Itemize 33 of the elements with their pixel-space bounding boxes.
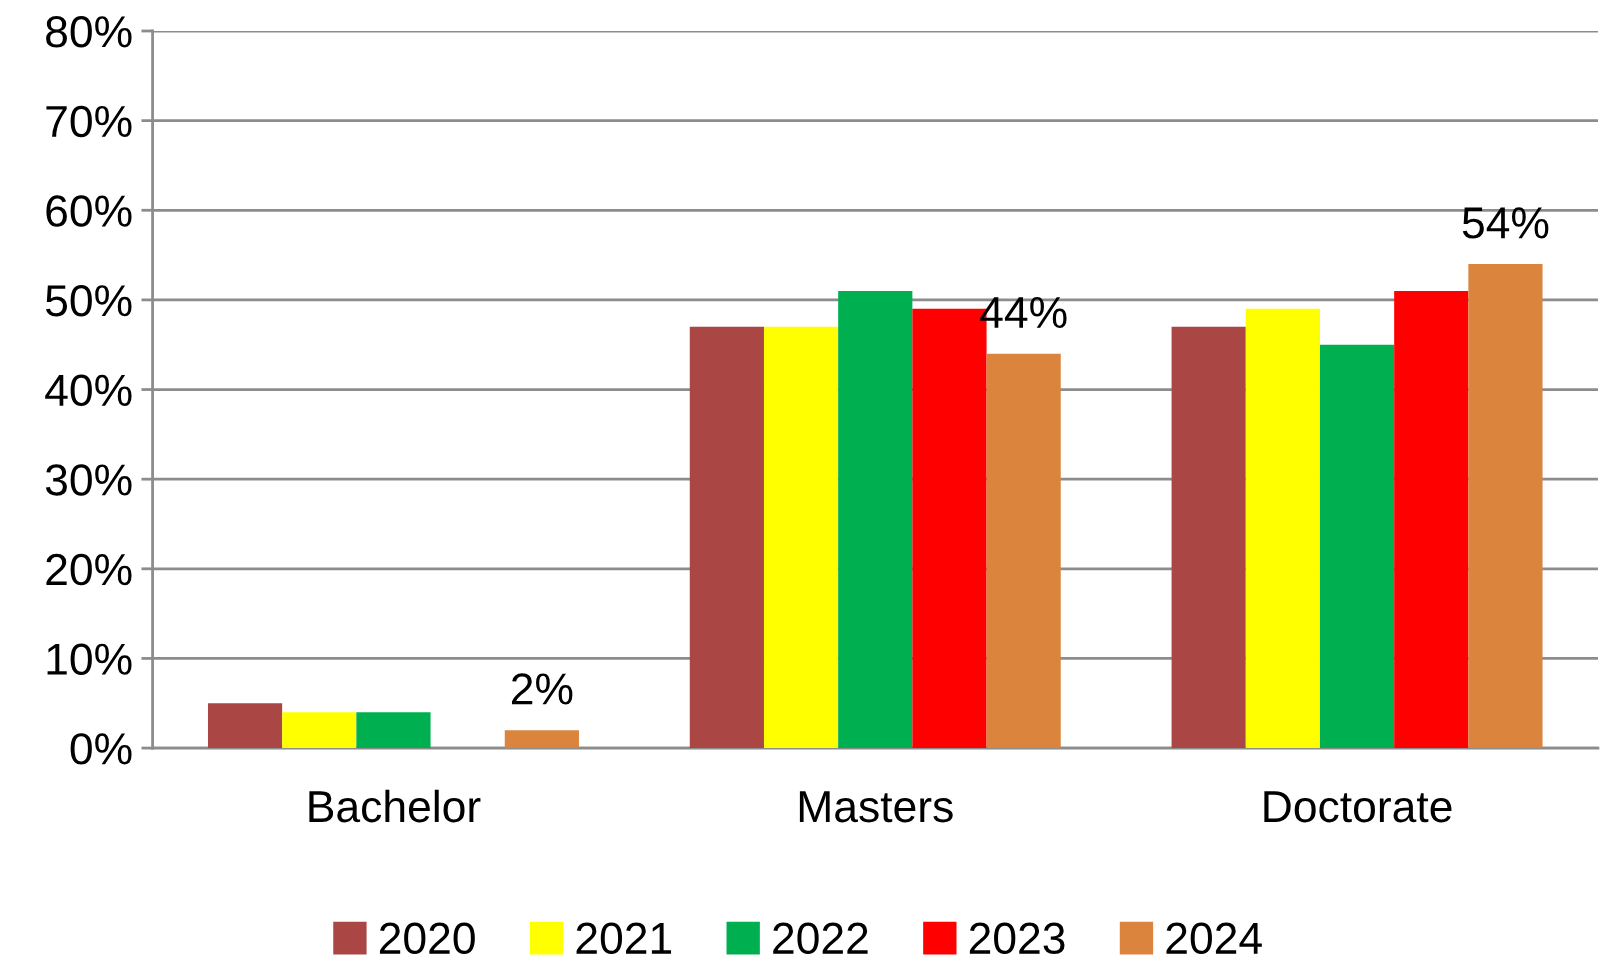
legend-label: 2022: [773, 922, 868, 955]
y-tick-label: 50%: [45, 284, 132, 317]
y-tick-label: 80%: [46, 16, 132, 48]
legend-label: 2021: [576, 922, 672, 955]
x-tick-label: Bachelor: [309, 789, 481, 823]
y-tick-label: 60%: [46, 195, 132, 227]
y-tick-label: 30%: [45, 464, 132, 496]
y-tick-label: 10%: [47, 643, 132, 675]
bar: [763, 326, 839, 749]
bar: [356, 712, 431, 749]
legend-label: 2024: [1166, 922, 1262, 955]
bar: [1245, 308, 1320, 749]
bar: [689, 326, 764, 749]
data-label: 44%: [980, 296, 1067, 329]
legend-label: 2023: [969, 922, 1065, 955]
bar: [838, 290, 913, 749]
y-tick-label: 20%: [46, 553, 132, 586]
data-label: 54%: [1462, 207, 1549, 239]
bar: [1394, 290, 1469, 749]
bar: [207, 703, 283, 749]
bar: [1171, 326, 1246, 749]
y-tick-label: 70%: [46, 105, 132, 138]
bar: [1468, 264, 1543, 749]
y-tick-label: 0%: [70, 733, 132, 765]
x-tick-label: Doctorate: [1264, 791, 1452, 823]
bar: [1319, 344, 1395, 749]
x-tick-label: Masters: [799, 791, 953, 823]
bar: [986, 353, 1061, 749]
legend-label: 2020: [379, 922, 475, 955]
bar: [504, 730, 579, 749]
data-label: 2%: [511, 673, 573, 705]
bar: [282, 712, 357, 749]
y-tick-label: 40%: [45, 374, 132, 407]
